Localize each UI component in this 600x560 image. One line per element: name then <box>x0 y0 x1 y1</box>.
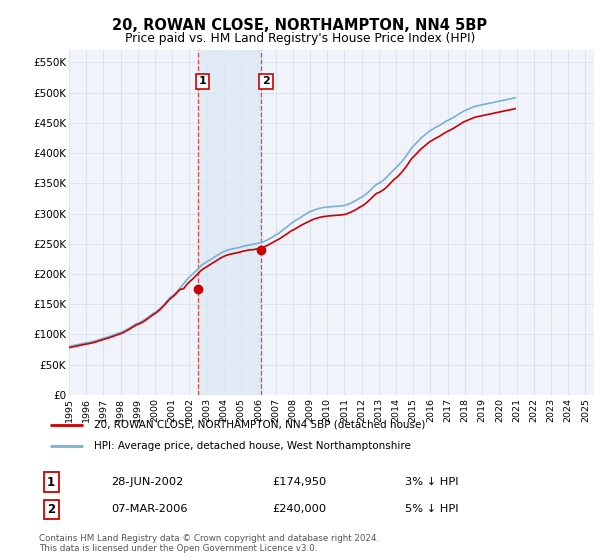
Text: HPI: Average price, detached house, West Northamptonshire: HPI: Average price, detached house, West… <box>95 441 412 451</box>
Text: Price paid vs. HM Land Registry's House Price Index (HPI): Price paid vs. HM Land Registry's House … <box>125 32 475 45</box>
Text: 28-JUN-2002: 28-JUN-2002 <box>111 477 184 487</box>
Text: 3% ↓ HPI: 3% ↓ HPI <box>406 477 459 487</box>
Text: 2: 2 <box>262 76 270 86</box>
Text: 20, ROWAN CLOSE, NORTHAMPTON, NN4 5BP (detached house): 20, ROWAN CLOSE, NORTHAMPTON, NN4 5BP (d… <box>95 420 426 430</box>
Text: 5% ↓ HPI: 5% ↓ HPI <box>406 505 459 514</box>
Text: 07-MAR-2006: 07-MAR-2006 <box>111 505 188 514</box>
Text: Contains HM Land Registry data © Crown copyright and database right 2024.
This d: Contains HM Land Registry data © Crown c… <box>39 534 379 553</box>
Bar <box>198 50 261 395</box>
Text: 1: 1 <box>47 476 55 489</box>
Text: 20, ROWAN CLOSE, NORTHAMPTON, NN4 5BP: 20, ROWAN CLOSE, NORTHAMPTON, NN4 5BP <box>112 18 488 33</box>
Text: £240,000: £240,000 <box>272 505 326 514</box>
Text: 2: 2 <box>47 503 55 516</box>
Text: 1: 1 <box>199 76 207 86</box>
Text: £174,950: £174,950 <box>272 477 326 487</box>
